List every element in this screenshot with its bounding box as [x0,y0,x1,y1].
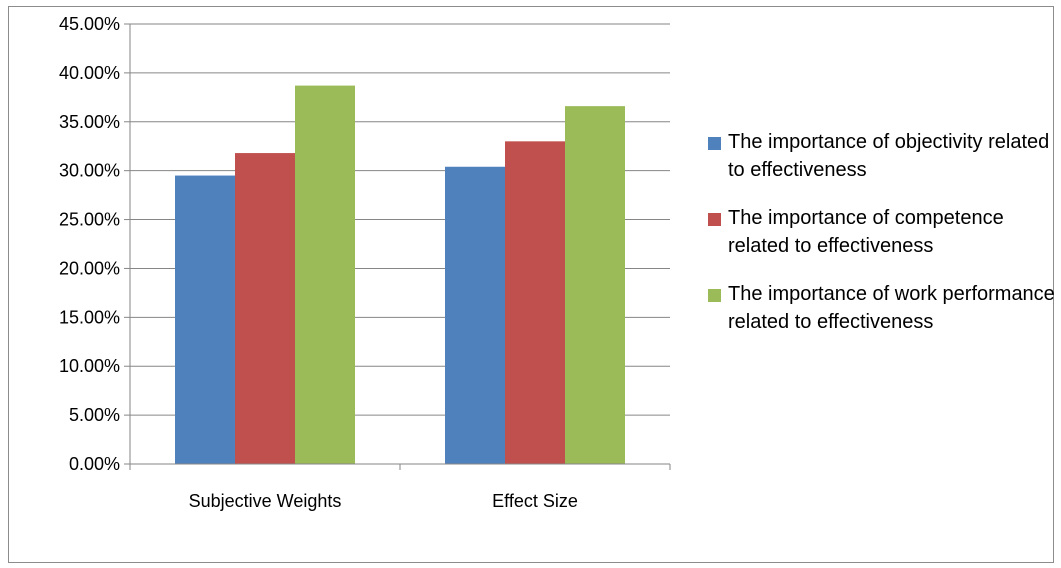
y-tick-label: 0.00% [69,454,120,474]
legend-label-work-performance: The importance of work performance relat… [728,283,1055,333]
x-category-label: Effect Size [492,491,578,511]
chart-legend: The importance of objectivity related to… [708,128,1058,356]
bar [235,153,295,465]
y-tick-label: 15.00% [59,307,120,327]
legend-swatch-work-performance [708,289,721,302]
y-tick-label: 20.00% [59,258,120,278]
legend-item-work-performance: The importance of work performance relat… [708,280,1058,336]
legend-swatch-objectivity [708,137,721,150]
bar [565,106,625,464]
y-tick-label: 30.00% [59,161,120,181]
y-tick-label: 40.00% [59,63,120,83]
y-tick-label: 45.00% [59,14,120,34]
y-tick-label: 5.00% [69,405,120,425]
legend-swatch-competence [708,213,721,226]
bar [175,175,235,465]
y-tick-label: 25.00% [59,210,120,230]
x-category-label: Subjective Weights [189,491,342,511]
bar [445,166,505,464]
bar [295,85,355,464]
legend-label-objectivity: The importance of objectivity related to… [728,131,1050,181]
legend-item-objectivity: The importance of objectivity related to… [708,128,1058,184]
legend-item-competence: The importance of competence related to … [708,204,1058,260]
bar [505,141,565,465]
y-tick-label: 35.00% [59,112,120,132]
legend-label-competence: The importance of competence related to … [728,207,1004,257]
y-tick-label: 10.00% [59,356,120,376]
